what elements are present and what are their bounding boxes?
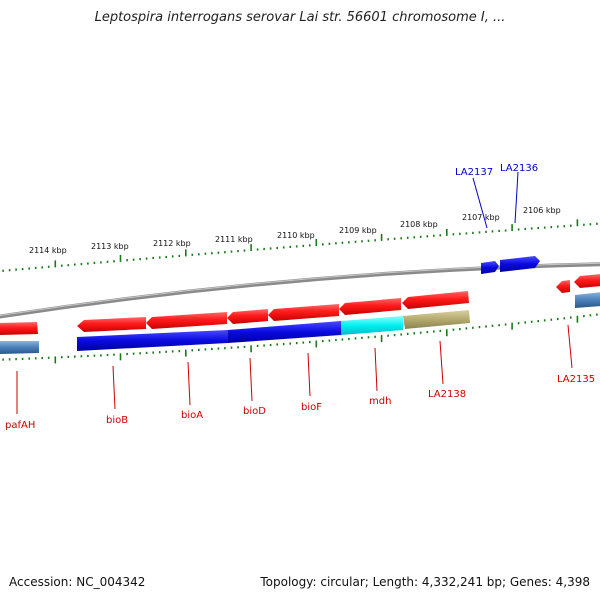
upper-strand-track bbox=[481, 256, 540, 274]
gene-arrow-LA2135-a[interactable] bbox=[556, 280, 570, 293]
gene-label-bioB[interactable]: bioB bbox=[106, 415, 128, 426]
scale-label: 2114 kbp bbox=[29, 246, 67, 255]
gene-arrow-bioB[interactable] bbox=[77, 317, 146, 332]
gene-label-LA2138[interactable]: LA2138 bbox=[428, 389, 466, 400]
gene-label-LA2135[interactable]: LA2135 bbox=[557, 374, 595, 385]
gene-arrow-bioA[interactable] bbox=[146, 312, 227, 329]
label-leaders bbox=[16, 171, 573, 414]
gene-arrow-LA2135-b[interactable] bbox=[574, 274, 600, 288]
topology-summary: Topology: circular; Length: 4,332,241 bp… bbox=[260, 575, 590, 589]
gene-label-bioD[interactable]: bioD bbox=[243, 406, 266, 417]
scale-label: 2111 kbp bbox=[215, 235, 253, 244]
gene-labels: LA2137 LA2136 pafAH bioB bioA bioD bioF … bbox=[5, 163, 595, 431]
leader-LA2138 bbox=[439, 340, 444, 385]
scale-label: 2113 kbp bbox=[91, 242, 129, 251]
leader-LA2137 bbox=[472, 177, 488, 229]
gene-label-pafAH[interactable]: pafAH bbox=[5, 420, 35, 431]
gene-bar-bioB-lower[interactable] bbox=[77, 330, 228, 351]
gene-arrow-LA2137[interactable] bbox=[481, 261, 499, 274]
gene-label-LA2137[interactable]: LA2137 bbox=[455, 167, 493, 178]
reverse-strand-track bbox=[0, 292, 600, 354]
gene-bar-bioA-lower[interactable] bbox=[228, 321, 341, 343]
lower-scale-ticks bbox=[2, 313, 598, 364]
map-title: Leptospira interrogans serovar Lai str. … bbox=[94, 10, 506, 25]
gene-arrow-mdh[interactable] bbox=[339, 298, 401, 315]
gene-arrow-LA2138[interactable] bbox=[402, 291, 469, 309]
leader-LA2136 bbox=[514, 171, 519, 224]
scale-label: 2106 kbp bbox=[523, 206, 561, 215]
gene-arrow-bioF[interactable] bbox=[268, 304, 339, 321]
gene-label-LA2136[interactable]: LA2136 bbox=[500, 163, 538, 174]
forward-strand-track bbox=[0, 274, 600, 335]
upper-scale-ticks bbox=[2, 219, 598, 272]
leader-bioF bbox=[307, 352, 311, 397]
gene-bar-mdh-lower[interactable] bbox=[341, 316, 403, 335]
gene-arrow-pafAH[interactable] bbox=[0, 322, 38, 335]
scale-label: 2109 kbp bbox=[339, 226, 377, 235]
scale-label: 2107 kbp bbox=[462, 213, 500, 222]
gene-bar-LA2138-lower[interactable] bbox=[403, 310, 470, 329]
gene-label-bioA[interactable]: bioA bbox=[181, 410, 203, 421]
gene-arrow-LA2136[interactable] bbox=[500, 256, 540, 272]
accession-text: Accession: NC_004342 bbox=[9, 575, 146, 589]
gene-bar-LA2135-lower[interactable] bbox=[575, 292, 600, 308]
gene-label-bioF[interactable]: bioF bbox=[301, 402, 322, 413]
leader-mdh bbox=[374, 347, 378, 392]
scale-label: 2110 kbp bbox=[277, 231, 315, 240]
gene-bar-pafAH-lower[interactable] bbox=[0, 341, 39, 354]
leader-bioA bbox=[187, 361, 191, 406]
leader-bioD bbox=[249, 357, 253, 402]
leader-bioB bbox=[112, 365, 116, 410]
gene-arrow-bioD[interactable] bbox=[227, 309, 268, 324]
scale-label: 2108 kbp bbox=[400, 220, 438, 229]
gene-label-mdh[interactable]: mdh bbox=[369, 396, 391, 407]
leader-LA2135 bbox=[567, 324, 573, 369]
scale-label: 2112 kbp bbox=[153, 239, 191, 248]
